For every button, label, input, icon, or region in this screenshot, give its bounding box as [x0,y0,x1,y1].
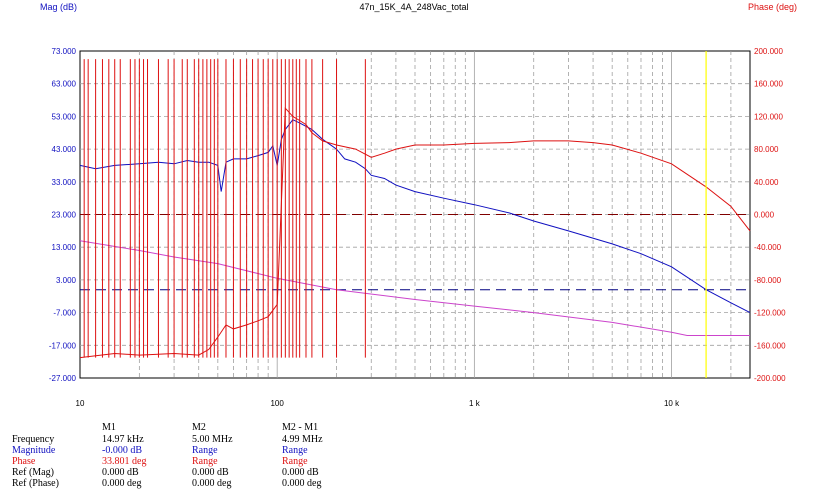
readout-col-header: M2 - M1 [282,422,319,433]
readout-row-label: Ref (Phase) [12,478,59,489]
readout-row-label: Frequency [12,434,55,445]
readout-value: Range [192,456,218,467]
left-tick-label: 13.000 [52,243,77,252]
x-tick-label: 1 k [469,399,481,408]
readout-col-header: M2 [192,422,206,433]
readout-col-header: M1 [102,422,116,433]
x-tick-labels: 10 100 1 k 10 k [76,399,681,408]
readout-value: 4.99 MHz [282,434,323,445]
left-tick-label: 33.000 [52,178,77,187]
x-tick-label: 10 [76,399,85,408]
left-tick-label: -7.000 [53,309,76,318]
x-tick-label: 100 [270,399,284,408]
readout-value: 0.000 dB [102,467,139,478]
right-tick-labels: 200.000 160.000 120.000 80.000 40.000 0.000 -4… [754,47,786,383]
right-tick-label: -200.000 [754,374,786,383]
readout-row-label: Phase [12,456,36,467]
right-tick-label: 120.000 [754,112,783,121]
left-tick-label: 23.000 [52,211,77,220]
left-tick-label: 43.000 [52,145,77,154]
right-tick-label: 200.000 [754,47,783,56]
readout-value: 0.000 deg [102,478,142,489]
left-tick-label: 3.000 [56,276,77,285]
readout-value: 0.000 deg [282,478,322,489]
readout-value: 0.000 dB [282,467,319,478]
right-tick-label: -40.000 [754,243,782,252]
left-tick-labels: 73.000 63.000 53.000 43.000 33.000 23.000 13.0… [49,47,77,383]
readout-value: Range [282,445,308,456]
left-axis-title: Mag (dB) [40,2,77,12]
left-tick-label: 73.000 [52,47,77,56]
marker-readout-table: M1 M2 M2 - M1 Frequency 14.97 kHz 5.00 MHz 4.9… [0,422,829,494]
readout-value: -0.000 dB [102,445,142,456]
readout-value: 0.000 deg [192,478,232,489]
right-tick-label: -160.000 [754,341,786,350]
readout-value: 0.000 dB [192,467,229,478]
left-tick-label: 63.000 [52,80,77,89]
right-tick-label: 40.000 [754,178,779,187]
bode-plot: Mag (dB) 47n_15K_4A_248Vac_total Phase (… [40,2,797,408]
series-group [79,51,751,378]
readout-value: Range [282,456,308,467]
left-tick-label: -27.000 [49,374,77,383]
right-tick-label: 160.000 [754,80,783,89]
readout-value: 14.97 kHz [102,434,144,445]
right-tick-label: -120.000 [754,309,786,318]
right-axis-title: Phase (deg) [748,2,797,12]
right-tick-label: -80.000 [754,276,782,285]
left-tick-label: 53.000 [52,112,77,121]
readout-row-label: Ref (Mag) [12,467,54,478]
right-tick-label: 80.000 [754,145,779,154]
x-tick-label: 10 k [664,399,680,408]
readout-value: Range [192,445,218,456]
left-tick-label: -17.000 [49,341,77,350]
readout-row-label: Magnitude [12,445,56,456]
readout-value: 5.00 MHz [192,434,233,445]
readout-value: 33.801 deg [102,456,147,467]
right-tick-label: 0.000 [754,211,775,220]
chart-title: 47n_15K_4A_248Vac_total [360,2,469,12]
